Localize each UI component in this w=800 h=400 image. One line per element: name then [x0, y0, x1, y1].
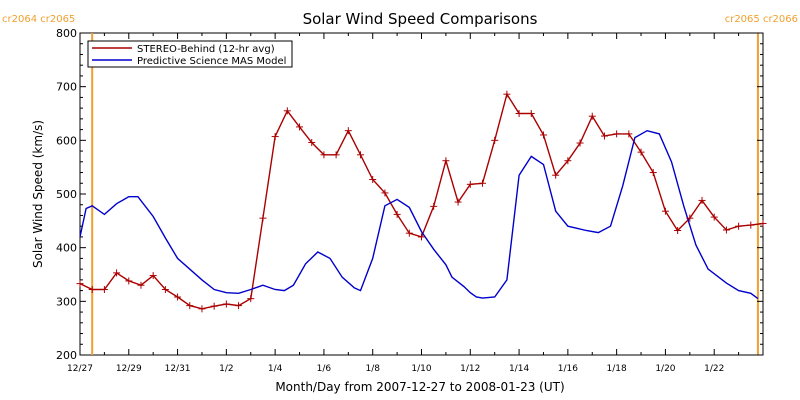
data-point — [235, 302, 243, 310]
data-point — [405, 229, 413, 237]
data-point — [320, 151, 328, 159]
x-tick-label: 1/18 — [607, 364, 627, 374]
y-tick-label: 400 — [56, 242, 77, 255]
data-point — [430, 202, 438, 210]
y-axis-label: Solar Wind Speed (km/s) — [31, 120, 45, 268]
data-point — [613, 130, 621, 138]
data-point — [747, 221, 755, 229]
y-tick-label: 500 — [56, 188, 77, 201]
x-tick-label: 1/10 — [411, 364, 431, 374]
legend-box — [87, 40, 293, 68]
x-tick-label: 1/22 — [704, 364, 724, 374]
data-point — [344, 127, 352, 135]
data-point — [161, 286, 169, 294]
x-tick-label: 1/12 — [460, 364, 480, 374]
data-point — [113, 269, 121, 277]
data-point — [735, 222, 743, 230]
data-point — [588, 112, 596, 120]
data-point — [491, 136, 499, 144]
data-point — [125, 277, 133, 285]
data-point — [210, 302, 218, 310]
data-point — [76, 280, 84, 288]
x-tick-label: 1/14 — [509, 364, 529, 374]
data-point — [539, 131, 547, 139]
data-point — [137, 281, 145, 289]
data-point — [198, 305, 206, 313]
legend: STEREO-Behind (12-hr avg) Predictive Sci… — [87, 40, 293, 68]
data-point — [100, 286, 108, 294]
data-point — [466, 180, 474, 188]
data-point — [710, 213, 718, 221]
series-line-1 — [79, 129, 759, 300]
data-point — [357, 151, 365, 159]
data-point — [515, 110, 523, 117]
data-point — [686, 214, 694, 222]
x-axis-label: Month/Day from 2007-12-27 to 2008-01-23 … — [275, 380, 564, 394]
y-tick-label: 700 — [56, 81, 77, 94]
legend-label-stereo: STEREO-Behind (12-hr avg) — [137, 44, 275, 55]
carrington-label: cr2064 cr2065 — [2, 14, 75, 25]
data-point — [247, 295, 255, 303]
data-point — [283, 107, 291, 115]
x-tick-label: 12/31 — [165, 364, 191, 374]
data-point — [259, 214, 267, 222]
x-tick-label: 1/16 — [558, 364, 578, 374]
carrington-label: cr2065 cr2066 — [725, 14, 798, 25]
y-axis-ticks: 200 300 400 500 600 700 800 — [56, 27, 763, 362]
chart-title: Solar Wind Speed Comparisons — [303, 10, 538, 28]
x-axis-ticks: 12/27 12/29 12/31 1/2 1/4 1/6 1/8 1/10 1/12 1/14 1… — [67, 33, 740, 374]
data-point — [674, 226, 682, 234]
data-point — [186, 302, 194, 310]
data-point — [637, 148, 645, 156]
data-point — [625, 130, 633, 138]
data-point — [576, 139, 584, 147]
data-point — [759, 220, 767, 228]
x-tick-label: 1/2 — [219, 364, 233, 374]
data-point — [527, 110, 535, 117]
data-point — [332, 151, 340, 159]
series-markers — [76, 90, 767, 313]
y-tick-label: 300 — [56, 295, 77, 308]
legend-label-mas-model: Predictive Science MAS Model — [137, 56, 286, 67]
data-point — [149, 272, 157, 280]
data-point — [369, 176, 377, 184]
carrington-rotation-labels: cr2064 cr2065 cr2065 cr2066 — [2, 14, 798, 25]
data-point — [88, 286, 96, 294]
data-point — [418, 233, 425, 241]
x-tick-label: 1/20 — [655, 364, 675, 374]
data-point — [222, 300, 230, 308]
data-point — [552, 171, 560, 179]
data-point — [661, 207, 669, 215]
data-point — [296, 123, 304, 131]
data-point — [442, 157, 450, 165]
data-point — [174, 293, 182, 301]
x-tick-label: 12/27 — [67, 364, 93, 374]
x-tick-label: 12/29 — [116, 364, 142, 374]
data-point — [503, 90, 511, 98]
data-point — [271, 133, 279, 141]
series-line-0 — [79, 92, 764, 310]
data-point — [308, 138, 316, 146]
data-point — [478, 179, 486, 187]
x-tick-label: 1/4 — [268, 364, 283, 374]
data-point — [454, 198, 462, 206]
data-point — [393, 210, 401, 218]
x-tick-label: 1/6 — [317, 364, 332, 374]
data-point — [564, 157, 572, 165]
y-tick-label: 600 — [56, 134, 77, 147]
series-lines — [79, 92, 764, 310]
data-point — [722, 226, 730, 234]
y-tick-label: 800 — [56, 27, 77, 40]
data-point — [698, 196, 706, 204]
x-tick-label: 1/8 — [365, 364, 380, 374]
data-point — [649, 169, 657, 177]
data-point — [381, 189, 389, 197]
y-tick-label: 200 — [56, 349, 77, 362]
data-point — [600, 132, 608, 140]
